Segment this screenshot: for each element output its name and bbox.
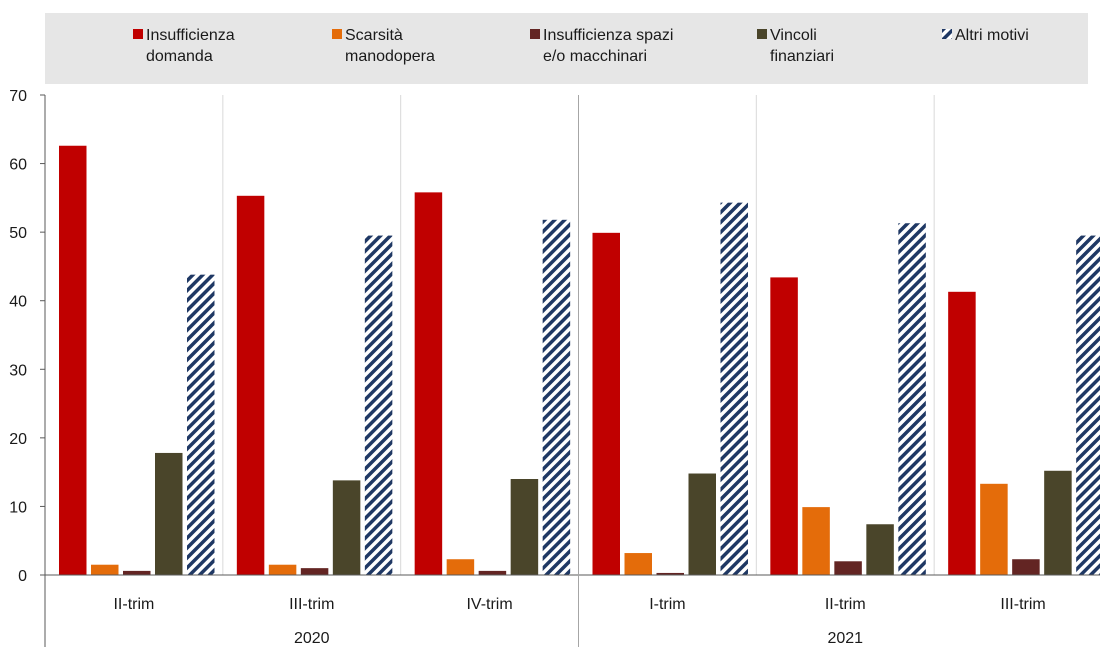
bar	[592, 232, 620, 576]
y-tick-label: 70	[9, 88, 27, 105]
bar	[770, 277, 798, 575]
bar	[834, 561, 862, 575]
bar	[268, 564, 297, 575]
bar	[1044, 470, 1072, 575]
x-tick-label: II-trim	[825, 596, 866, 613]
x-axis-group-labels: 2020 2021	[294, 630, 863, 647]
x-tick-label: II-trim	[113, 596, 154, 613]
legend-label: Scarsità	[345, 27, 403, 44]
bar	[720, 202, 748, 575]
bar	[300, 568, 329, 575]
legend-swatch	[332, 29, 342, 39]
y-tick-label: 30	[9, 362, 27, 379]
bar	[802, 507, 830, 575]
bar	[446, 559, 475, 575]
bar	[364, 235, 393, 576]
x-group-label: 2021	[827, 630, 863, 647]
bar	[187, 274, 215, 575]
x-group-label: 2020	[294, 630, 330, 647]
bar	[155, 452, 183, 575]
bar	[866, 524, 894, 575]
legend-label: Insufficienza	[146, 27, 235, 44]
legend-label: e/o macchinari	[543, 48, 647, 65]
bar	[414, 192, 443, 575]
legend-swatch	[942, 29, 952, 39]
bar	[478, 570, 507, 575]
y-tick-label: 20	[9, 431, 27, 448]
bar	[542, 219, 571, 576]
y-tick-label: 40	[9, 294, 27, 311]
x-tick-label: I-trim	[649, 596, 685, 613]
x-tick-label: III-trim	[289, 596, 334, 613]
y-axis-tick-labels: 0 10 20 30 40 50 60 70	[9, 88, 27, 585]
x-axis-tick-labels: II-trim III-trim IV-trim I-trim II-trim III-t…	[113, 596, 1045, 613]
x-tick-label: IV-trim	[466, 596, 512, 613]
legend-label: domanda	[146, 48, 213, 65]
bar	[980, 483, 1008, 575]
bar	[898, 223, 926, 575]
bar	[59, 145, 87, 575]
legend-label: manodopera	[345, 48, 435, 65]
legend-label: Vincoli	[770, 27, 817, 44]
bar	[1076, 235, 1100, 576]
bars	[59, 145, 1100, 576]
bar	[624, 553, 652, 575]
axes	[40, 94, 1100, 647]
legend-swatch	[530, 29, 540, 39]
legend-label: Altri motivi	[955, 27, 1029, 44]
bar	[510, 479, 539, 575]
y-tick-label: 0	[18, 568, 27, 585]
legend-label: Insufficienza spazi	[543, 27, 673, 44]
gridlines	[222, 95, 935, 575]
bar	[1012, 559, 1040, 575]
legend-swatch	[133, 29, 143, 39]
legend-label: finanziari	[770, 48, 834, 65]
legend-box	[45, 13, 1088, 84]
y-tick-label: 50	[9, 225, 27, 242]
legend: Insufficienza domanda Scarsità manodopera In…	[133, 27, 1029, 65]
bar	[656, 572, 684, 575]
bar	[236, 195, 265, 576]
y-tick-label: 10	[9, 499, 27, 516]
bar	[688, 473, 716, 575]
bar	[332, 480, 361, 575]
y-tick-label: 60	[9, 157, 27, 174]
bar	[948, 291, 976, 575]
bar	[123, 570, 151, 575]
bar	[91, 564, 119, 575]
x-tick-label: III-trim	[1000, 596, 1045, 613]
legend-swatch	[757, 29, 767, 39]
